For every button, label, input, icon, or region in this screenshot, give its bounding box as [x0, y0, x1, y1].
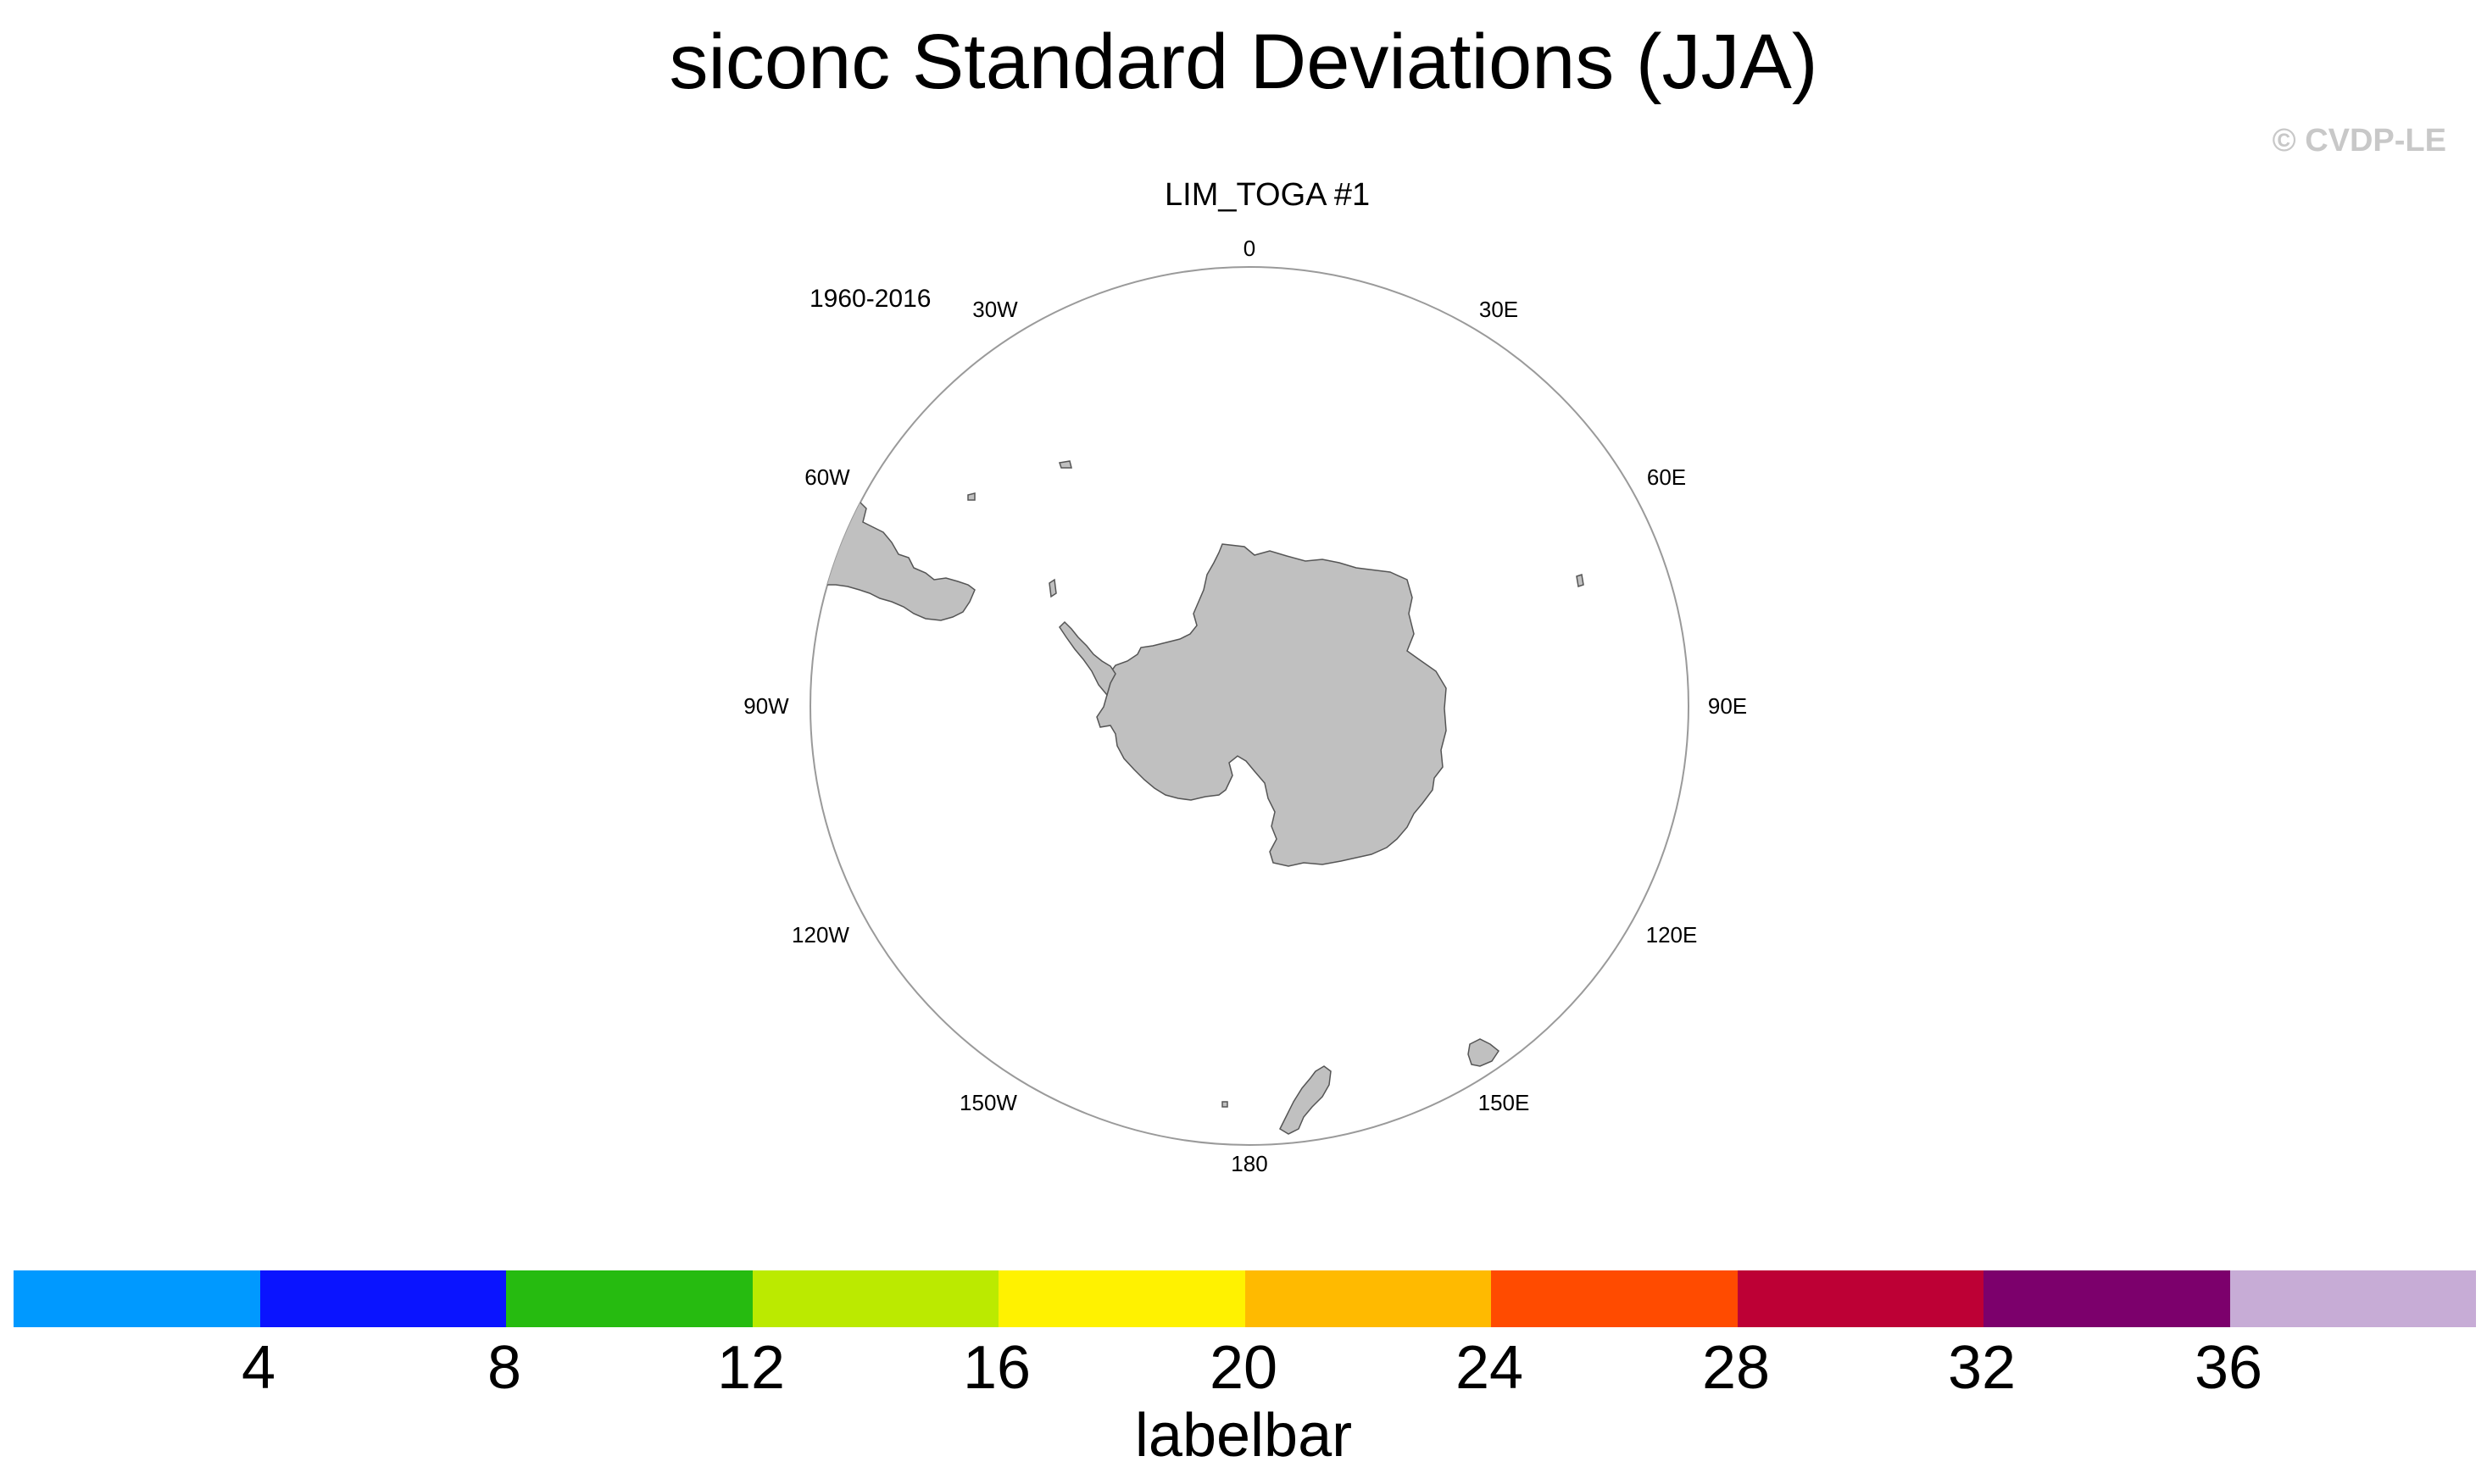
lon-label-90w: 90W	[743, 693, 789, 719]
colorbar-box-2	[259, 1270, 506, 1327]
figure-title: siconc Standard Deviations (JJA)	[669, 19, 1818, 105]
colorbar-box-9	[1983, 1270, 2230, 1327]
lon-label-120w: 120W	[792, 922, 849, 948]
antarctic-peninsula	[1059, 620, 1116, 697]
colorbar-box-6	[1244, 1270, 1491, 1327]
colorbar-box-7	[1491, 1270, 1738, 1327]
colorbar-box-10	[2229, 1270, 2476, 1327]
colorbar-tick-label: 32	[1947, 1334, 2017, 1402]
island	[967, 492, 976, 501]
lon-label-90e: 90E	[1708, 693, 1747, 719]
island	[1576, 574, 1584, 587]
colorbar-tick-label: 36	[2194, 1334, 2263, 1402]
lon-label-30w: 30W	[972, 297, 1018, 322]
colorbar-tick-label: 20	[1209, 1334, 1278, 1402]
lon-label-180: 180	[1231, 1151, 1267, 1176]
island	[1221, 1101, 1228, 1108]
colorbar-tick-label: 28	[1701, 1334, 1771, 1402]
lon-label-150w: 150W	[960, 1090, 1017, 1115]
colorbar	[13, 1270, 2477, 1328]
longitude-labels: 0 30E 60E 90E 120E 150E 180 150W 120W 90…	[743, 236, 1747, 1176]
colorbar-box-3	[506, 1270, 753, 1327]
period-label: 1960-2016	[810, 285, 932, 313]
copyright-watermark: © CVDP-LE	[2272, 123, 2446, 158]
lon-label-0: 0	[1244, 236, 1255, 261]
island	[1059, 460, 1072, 469]
south-america	[813, 498, 976, 621]
lon-label-60e: 60E	[1647, 464, 1686, 490]
colorbar-box-1	[14, 1270, 260, 1327]
antarctica-landmass	[1096, 543, 1447, 867]
lon-label-120e: 120E	[1646, 922, 1698, 948]
tasmania	[1467, 1038, 1500, 1067]
new-zealand	[1279, 1065, 1332, 1135]
island	[1049, 578, 1057, 598]
lon-label-60w: 60W	[804, 464, 850, 490]
colorbar-tick-label: 16	[962, 1334, 1032, 1402]
lon-label-150e: 150E	[1478, 1090, 1530, 1115]
colorbar-box-5	[999, 1270, 1245, 1327]
colorbar-title: labelbar	[1134, 1402, 1353, 1470]
colorbar-box-8	[1737, 1270, 1983, 1327]
colorbar-tick-label: 12	[716, 1334, 786, 1402]
colorbar-tick-label: 24	[1455, 1334, 1524, 1402]
lon-label-30e: 30E	[1479, 297, 1518, 322]
polar-map: 0 30E 60E 90E 120E 150E 180 150W 120W 90…	[743, 236, 1747, 1176]
colorbar-tick-label: 8	[487, 1334, 522, 1402]
colorbar-tick-label: 4	[241, 1334, 276, 1402]
colorbar-box-4	[752, 1270, 999, 1327]
